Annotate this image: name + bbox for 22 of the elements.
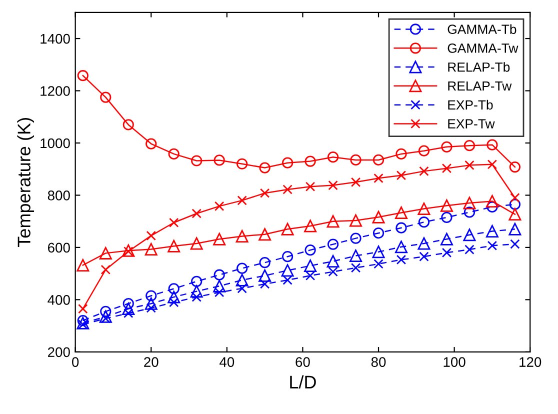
x-tick-label: 100: [444, 357, 466, 367]
y-tick-label: 600: [48, 242, 70, 253]
x-tick-label: 40: [220, 357, 234, 367]
y-tick-label: 1400: [40, 34, 70, 44]
x-tick-label: 0: [72, 357, 79, 367]
y-axis-title: Temperature (K): [17, 118, 34, 247]
legend-label: RELAP-Tb: [448, 62, 510, 72]
x-axis-title: L/D: [290, 375, 316, 389]
legend-label: RELAP-Tw: [448, 81, 512, 91]
y-tick-label: 200: [48, 347, 70, 358]
x-tick-label: 60: [296, 357, 310, 367]
legend-label: EXP-Tw: [448, 119, 495, 128]
y-tick-label: 800: [48, 190, 70, 200]
y-tick-label: 400: [48, 295, 70, 305]
x-tick-label: 120: [520, 357, 542, 367]
x-tick-label: 80: [371, 357, 386, 367]
x-tick-label: 20: [144, 357, 158, 367]
legend-label: GAMMA-Tw: [448, 44, 518, 53]
y-tick-label: 1200: [40, 86, 70, 96]
legend-label: EXP-Tb: [448, 100, 493, 110]
legend-label: GAMMA-Tb: [448, 24, 516, 34]
y-tick-label: 1000: [40, 138, 70, 148]
